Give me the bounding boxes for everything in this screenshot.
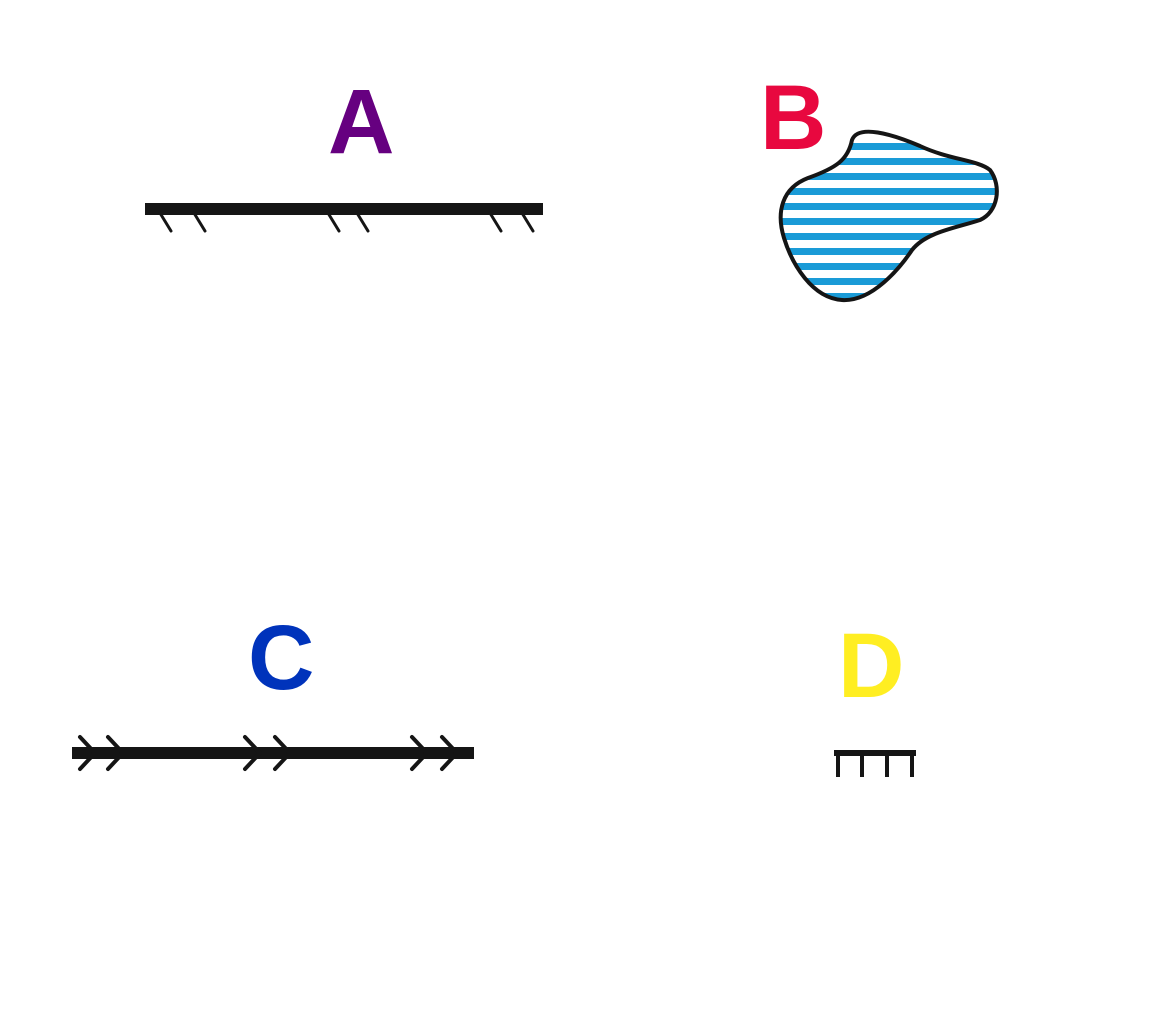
label-d: D [838,615,905,717]
label-a: A [328,71,395,173]
symbol-panel-c: C [0,0,580,1015]
symbol-panel-b: B [0,0,1165,500]
striped-area-symbol [778,129,999,303]
label-c: C [248,607,315,709]
hachured-line-symbol [145,203,543,233]
double-chevron-line-symbol [72,735,474,771]
label-b: B [760,67,827,169]
symbol-panel-a: A [0,0,580,500]
